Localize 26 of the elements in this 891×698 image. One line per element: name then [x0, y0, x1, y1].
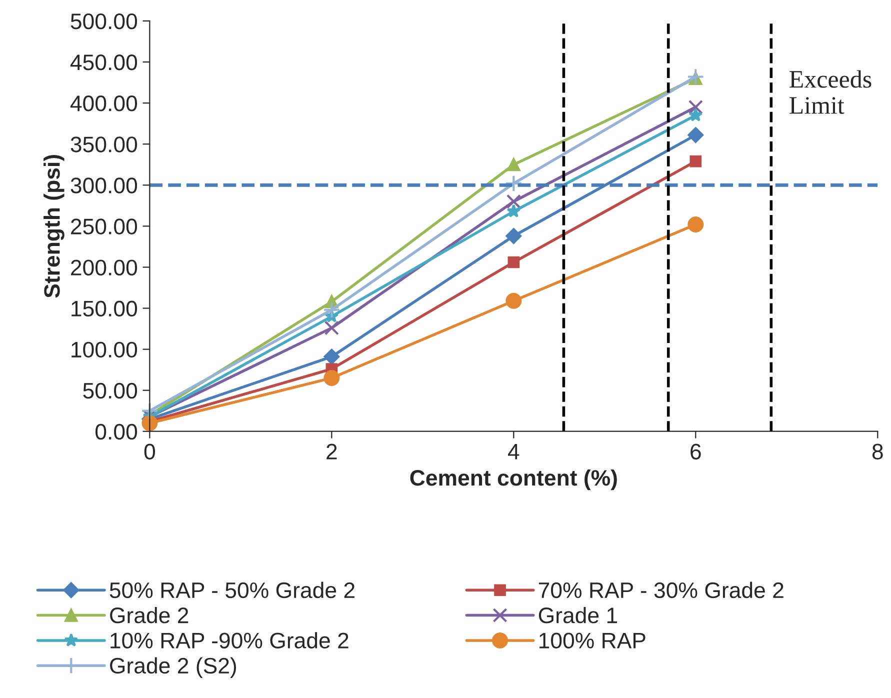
- x-tick-label: 0: [144, 444, 155, 460]
- y-tick-label: 300.00: [70, 178, 138, 194]
- y-tick-label: 50.00: [83, 382, 138, 399]
- x-tick-label: 6: [690, 444, 701, 460]
- y-axis-title: Strength (psi): [44, 155, 64, 298]
- x-tick-label: 8: [872, 444, 883, 460]
- y-tick-label: 350.00: [70, 136, 138, 152]
- legend-label: 50% RAP - 50% Grade 2: [110, 582, 354, 598]
- y-tick-label: 0.00: [96, 424, 138, 440]
- legend-label: 100% RAP: [539, 632, 646, 648]
- y-tick-label: 100.00: [72, 342, 138, 358]
- y-tick-label: 200.00: [71, 260, 138, 276]
- legend-label: Grade 2: [110, 606, 188, 624]
- y-tick-label: 250.00: [71, 218, 138, 234]
- y-tick-label: 400.00: [70, 96, 138, 112]
- y-tick-label: 150.00: [72, 300, 138, 317]
- y-tick-label: 450.00: [70, 54, 138, 70]
- x-axis-title: Cement content (%): [410, 469, 617, 490]
- x-tick-label: 2: [326, 444, 337, 460]
- legend-label: 70% RAP - 30% Grade 2: [538, 582, 784, 598]
- legend-label: 10% RAP -90% Grade 2: [110, 632, 348, 648]
- legend-label: Grade 1: [538, 606, 618, 624]
- annotation: Exceeds Limit: [790, 70, 872, 114]
- y-tick-label: 500.00: [70, 13, 138, 30]
- legend-label: Grade 2 (S2): [110, 657, 236, 678]
- x-tick-label: 4: [508, 444, 520, 460]
